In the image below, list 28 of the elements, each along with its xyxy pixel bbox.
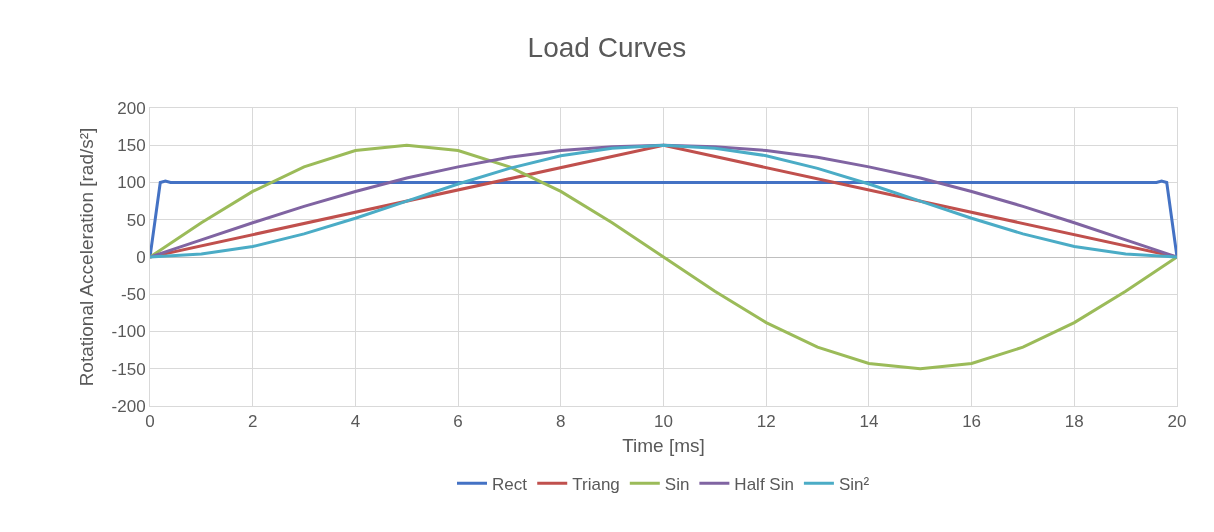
- legend-label: Rect: [492, 474, 528, 494]
- x-tick-label: 20: [1167, 412, 1187, 432]
- y-tick-label: 200: [117, 98, 146, 118]
- y-tick-label: -50: [121, 285, 146, 305]
- legend-label: Triang: [572, 474, 620, 494]
- x-tick-label: 16: [962, 412, 982, 432]
- y-tick-label: 50: [126, 210, 146, 230]
- chart-title: Load Curves: [527, 31, 687, 63]
- y-tick-label: -200: [111, 396, 146, 416]
- x-axis-title: Time [ms]: [622, 435, 705, 457]
- legend-label: Half Sin: [734, 474, 794, 494]
- y-tick-label: -100: [111, 322, 146, 342]
- x-tick-label: 8: [556, 412, 566, 432]
- legend-label: Sin: [664, 474, 690, 494]
- y-tick-label: -150: [111, 359, 146, 379]
- x-tick-label: 10: [654, 412, 673, 432]
- y-axis-title: Rotational Acceleration [rad/s²]: [76, 127, 98, 387]
- y-tick-label: 0: [136, 247, 146, 267]
- x-tick-label: 18: [1064, 412, 1084, 432]
- x-tick-label: 6: [453, 412, 463, 432]
- legend-label: Sin²: [838, 474, 870, 494]
- x-tick-label: 4: [350, 412, 361, 432]
- y-tick-label: 100: [117, 173, 146, 193]
- x-tick-label: 12: [756, 412, 776, 432]
- y-tick-label: 150: [117, 136, 146, 156]
- line-series: [150, 143, 1177, 371]
- x-tick-label: 2: [247, 412, 258, 432]
- x-tick-label: 14: [859, 412, 879, 432]
